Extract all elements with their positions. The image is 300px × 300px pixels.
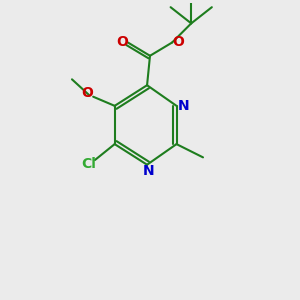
Text: Cl: Cl bbox=[82, 157, 97, 171]
Text: N: N bbox=[143, 164, 154, 178]
Text: N: N bbox=[178, 99, 190, 113]
Text: O: O bbox=[81, 85, 93, 100]
Text: O: O bbox=[172, 35, 184, 49]
Text: O: O bbox=[116, 35, 128, 49]
